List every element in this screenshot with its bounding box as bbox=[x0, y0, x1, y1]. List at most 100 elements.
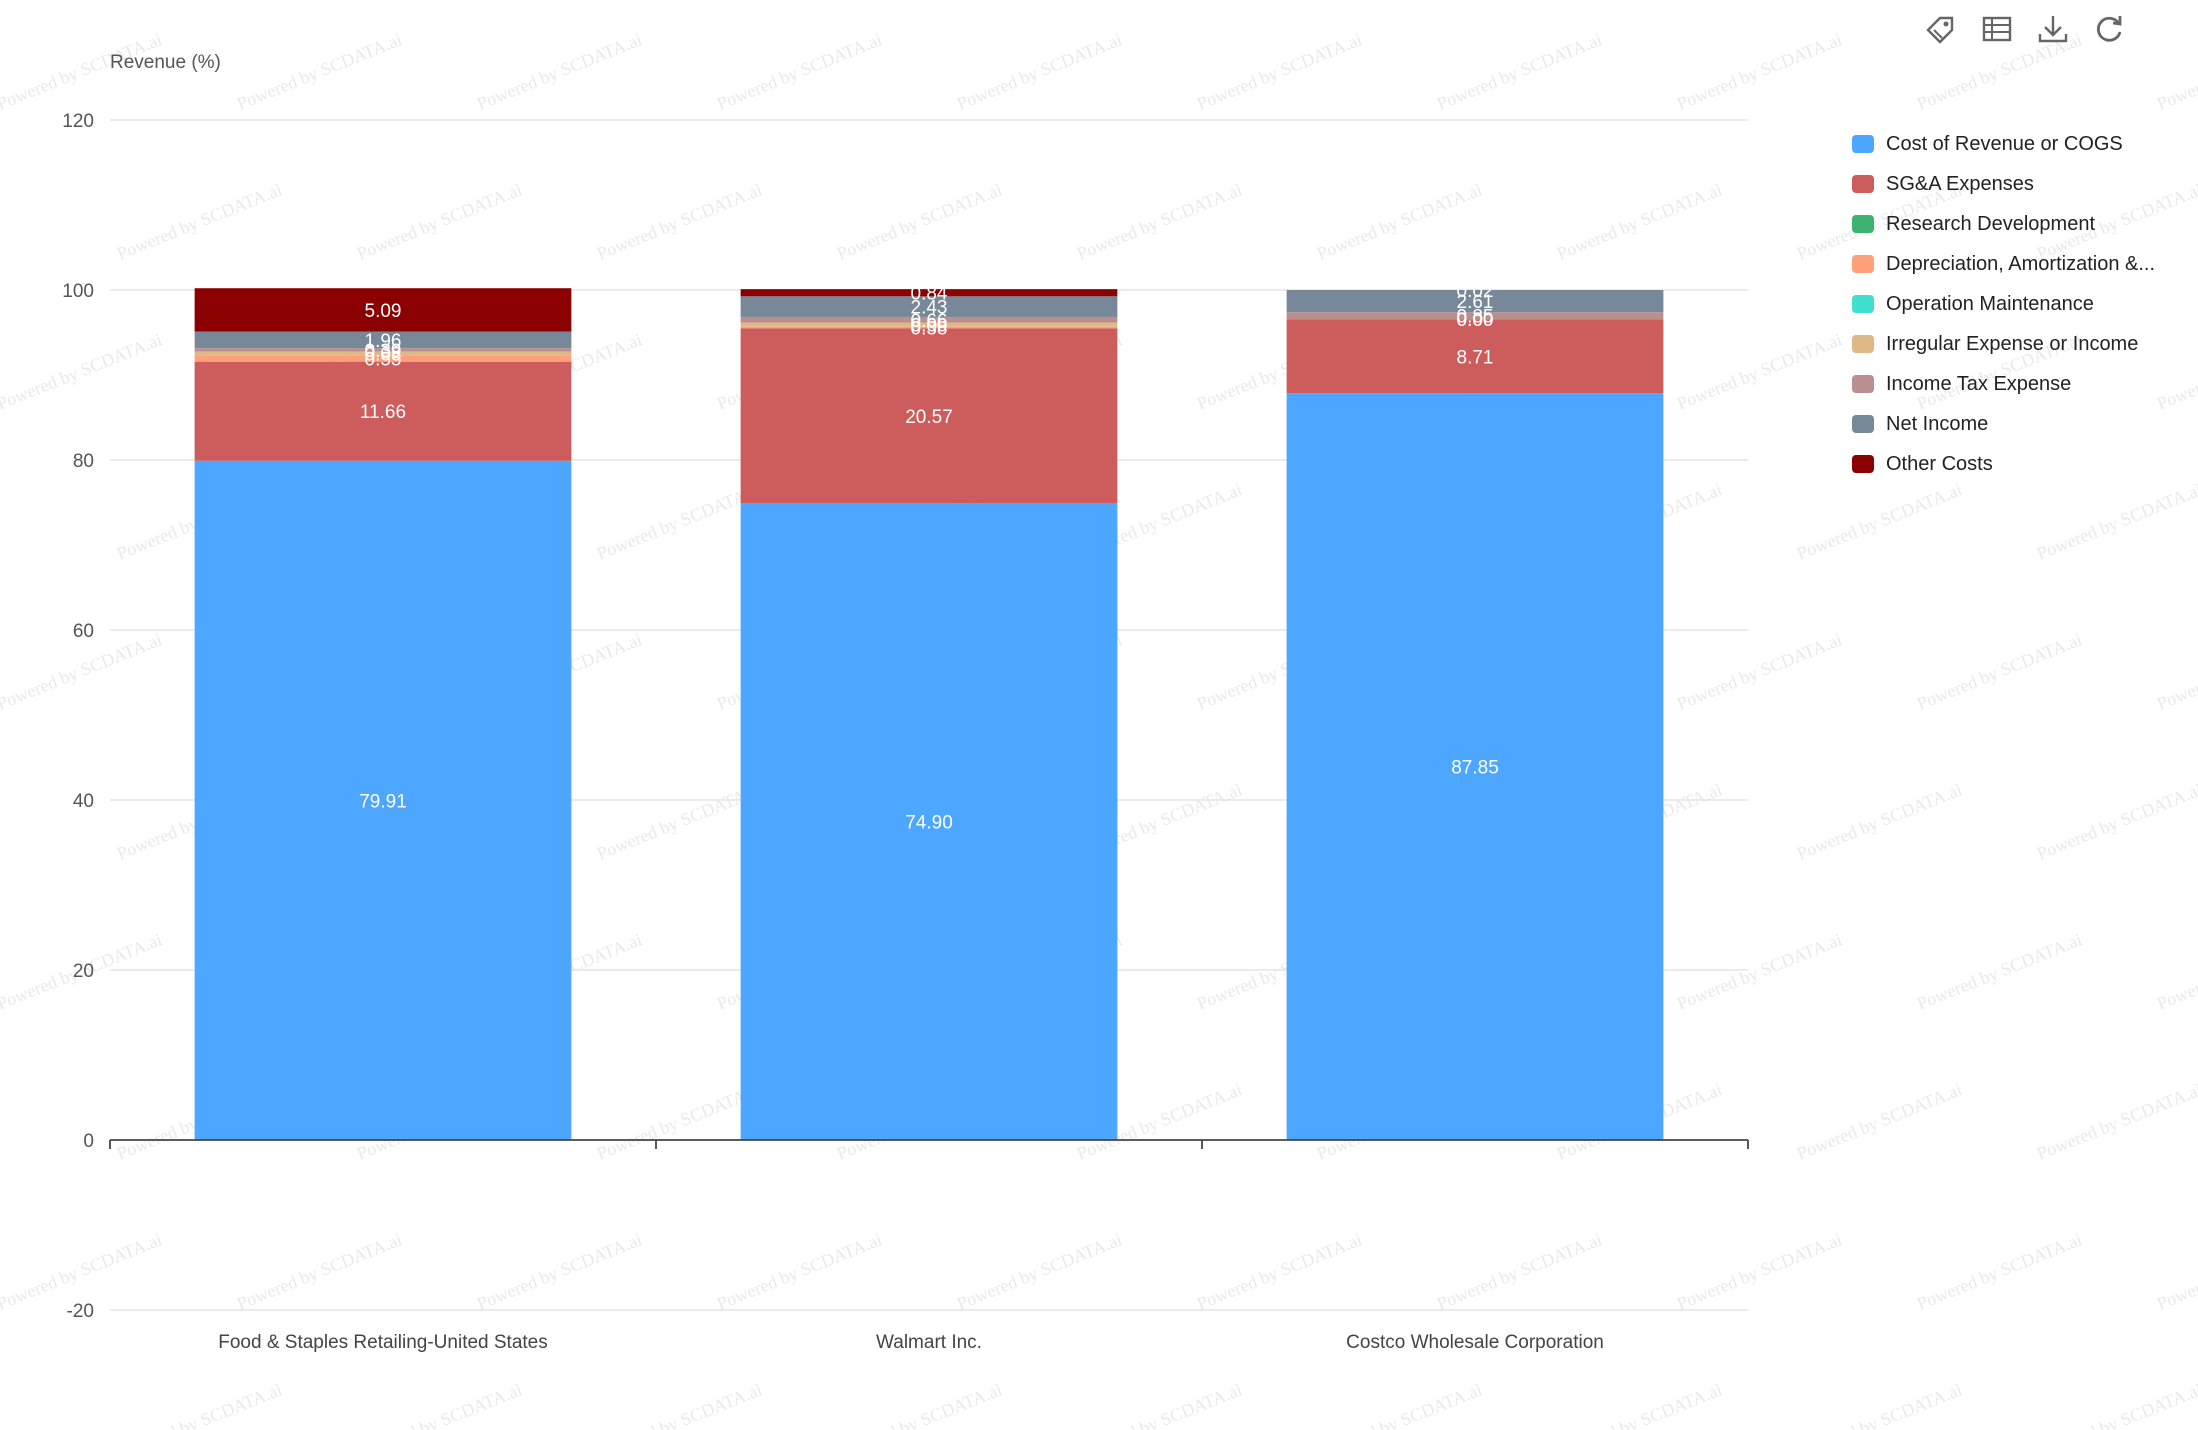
data-labels-layer: 79.91 11.66 0.550.080.391.96 5.09 74.90 20.57… bbox=[359, 281, 1499, 834]
axis-layer: 120 100 80 60 40 20 0 -20 Food & Staples Retaili… bbox=[62, 111, 1749, 1353]
refresh-icon[interactable] bbox=[2090, 10, 2128, 48]
bar-segment[interactable] bbox=[194, 361, 572, 461]
bar-segment[interactable] bbox=[740, 316, 1118, 323]
bar-segment[interactable] bbox=[194, 351, 572, 356]
legend-item[interactable]: Research Development bbox=[1852, 204, 2155, 244]
watermark-text: Powered by SCDATA.ai bbox=[1674, 629, 1845, 713]
legend-swatch bbox=[1852, 375, 1874, 393]
legend-swatch bbox=[1852, 295, 1874, 313]
data-label: 2.43 bbox=[911, 298, 948, 319]
watermark-text: Powered by SCDATA.ai bbox=[1554, 1379, 1725, 1430]
data-label: 74.90 bbox=[905, 813, 953, 834]
bars-layer bbox=[194, 288, 1664, 1141]
legend-item[interactable]: Depreciation, Amortization &... bbox=[1852, 244, 2155, 284]
bar-segment[interactable] bbox=[1286, 312, 1664, 320]
legend-item[interactable]: Irregular Expense or Income bbox=[1852, 324, 2155, 364]
x-tick-label: Walmart Inc. bbox=[876, 1332, 982, 1353]
data-label: 0.38 bbox=[911, 319, 948, 340]
legend-label: Cost of Revenue or COGS bbox=[1886, 132, 2123, 155]
watermark-text: Powered by SCDATA.ai bbox=[354, 179, 525, 263]
watermark-text: Powered by SCDATA.ai bbox=[1794, 479, 1965, 563]
data-label: 0.00 bbox=[911, 316, 948, 337]
watermark-text: Powered by SCDATA.ai bbox=[2034, 1079, 2198, 1163]
bar-segment[interactable] bbox=[740, 328, 1118, 504]
bar-segment[interactable] bbox=[194, 460, 572, 1140]
watermark-text: Powered by SCDATA.ai bbox=[834, 1379, 1005, 1430]
watermark-text: Powered by SCDATA.ai bbox=[1194, 29, 1365, 113]
watermark-text: Powered by SCDATA.ai bbox=[594, 779, 765, 863]
bar-segment[interactable] bbox=[740, 322, 1118, 327]
data-label: 0.39 bbox=[365, 341, 402, 362]
bar-segment[interactable] bbox=[740, 326, 1118, 329]
bar-segment[interactable] bbox=[740, 296, 1118, 317]
download-icon[interactable] bbox=[2034, 10, 2072, 48]
watermark-text: Powered by SCDATA.ai bbox=[474, 29, 645, 113]
legend-label: Irregular Expense or Income bbox=[1886, 332, 2139, 355]
data-label: 8.71 bbox=[1457, 347, 1494, 368]
legend-label: Operation Maintenance bbox=[1886, 292, 2094, 315]
legend-item[interactable]: Operation Maintenance bbox=[1852, 284, 2155, 324]
legend-label: Other Costs bbox=[1886, 452, 1993, 475]
legend-item[interactable]: Other Costs bbox=[1852, 444, 2155, 484]
tag-icon[interactable] bbox=[1922, 10, 1960, 48]
y-tick-label: 0 bbox=[83, 1131, 94, 1152]
legend-swatch bbox=[1852, 455, 1874, 473]
watermark-text: Powered by SCDATA.ai bbox=[834, 179, 1005, 263]
y-tick-label: -20 bbox=[67, 1301, 94, 1322]
watermark-text: Powered by SCDATA.ai bbox=[1674, 329, 1845, 413]
bar-segment[interactable] bbox=[194, 288, 572, 332]
legend-label: Income Tax Expense bbox=[1886, 372, 2072, 395]
watermark-text: Powered by SCDATA.ai bbox=[1074, 179, 1245, 263]
legend-label: SG&A Expenses bbox=[1886, 172, 2034, 195]
bar-segment[interactable] bbox=[194, 355, 572, 362]
bar-segment[interactable] bbox=[740, 289, 1118, 297]
bar-segment[interactable] bbox=[740, 503, 1118, 1141]
y-tick-label: 120 bbox=[62, 111, 94, 132]
watermark-text: Powered by SCDATA.ai bbox=[2034, 779, 2198, 863]
y-tick-label: 80 bbox=[73, 451, 94, 472]
watermark-text: Powered by SCDATA.ai bbox=[114, 179, 285, 263]
legend-label: Depreciation, Amortization &... bbox=[1886, 252, 2156, 275]
legend-label: Net Income bbox=[1886, 412, 1989, 435]
bar-segment[interactable] bbox=[1286, 393, 1664, 1140]
watermark-text: Powered by SCDATA.ai bbox=[1794, 1379, 1965, 1430]
data-label: 5.09 bbox=[365, 301, 402, 322]
legend-item[interactable]: SG&A Expenses bbox=[1852, 164, 2155, 204]
y-tick-label: 100 bbox=[62, 281, 94, 302]
watermark-text: Powered by SCDATA.ai bbox=[714, 1229, 885, 1313]
watermark-text: Powered by SCDATA.ai bbox=[1914, 1229, 2085, 1313]
watermark-text: Powered by SCDATA.ai bbox=[1194, 1229, 1365, 1313]
watermark-text: Powered by SCDATA.ai bbox=[1674, 29, 1845, 113]
bar-segment[interactable] bbox=[1286, 319, 1664, 394]
chart-legend: Cost of Revenue or COGS SG&A Expenses Rese… bbox=[1852, 124, 2155, 484]
watermark-text: Powered by SCDATA.ai bbox=[2154, 1229, 2198, 1313]
watermark-text: Powered by SCDATA.ai bbox=[1554, 179, 1725, 263]
bar-segment[interactable] bbox=[1286, 290, 1664, 313]
legend-item[interactable]: Net Income bbox=[1852, 404, 2155, 444]
watermark-text: Powered by SCDATA.ai bbox=[1914, 629, 2085, 713]
bar-segment[interactable] bbox=[194, 348, 572, 352]
watermark-text: Powered by SCDATA.ai bbox=[354, 1379, 525, 1430]
legend-item[interactable]: Income Tax Expense bbox=[1852, 364, 2155, 404]
watermark-text: Powered by SCDATA.ai bbox=[2154, 629, 2198, 713]
legend-item[interactable]: Cost of Revenue or COGS bbox=[1852, 124, 2155, 164]
data-label: 79.91 bbox=[359, 791, 407, 812]
data-label: 87.85 bbox=[1451, 758, 1499, 779]
watermark-text: Powered by SCDATA.ai bbox=[714, 29, 885, 113]
watermark-text: Powered by SCDATA.ai bbox=[1794, 779, 1965, 863]
watermark-text: Powered by SCDATA.ai bbox=[1674, 1229, 1845, 1313]
watermark-text: Powered by SCDATA.ai bbox=[594, 1079, 765, 1163]
watermark-text: Powered by SCDATA.ai bbox=[594, 479, 765, 563]
data-table-icon[interactable] bbox=[1978, 10, 2016, 48]
watermark-text: Powered by SCDATA.ai bbox=[954, 29, 1125, 113]
data-label: 0.02 bbox=[1457, 281, 1494, 302]
y-axis-title: Revenue (%) bbox=[110, 52, 221, 73]
data-label: 0.84 bbox=[911, 284, 948, 305]
y-tick-label: 40 bbox=[73, 791, 94, 812]
data-label: 0.55 bbox=[365, 350, 402, 371]
watermark-text: Powered by SCDATA.ai bbox=[2154, 29, 2198, 113]
legend-swatch bbox=[1852, 215, 1874, 233]
bar-segment[interactable] bbox=[194, 331, 572, 349]
y-tick-label: 60 bbox=[73, 621, 94, 642]
